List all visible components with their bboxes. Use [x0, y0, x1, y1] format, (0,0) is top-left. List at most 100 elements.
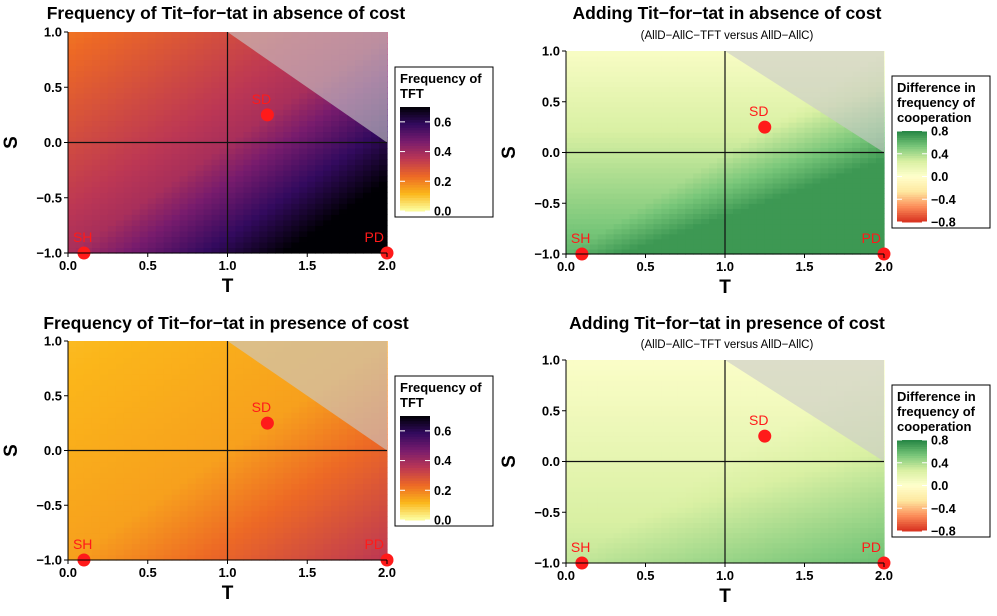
- heatmap-cell: [83, 549, 93, 556]
- heatmap-cell: [187, 461, 197, 468]
- heatmap-cell: [68, 136, 77, 144]
- heatmap-cell: [780, 91, 790, 98]
- heatmap-cell: [613, 86, 623, 93]
- heatmap-cell: [876, 172, 885, 179]
- heatmap-cell: [91, 81, 101, 88]
- heatmap-cell: [211, 120, 221, 127]
- heatmap-cell: [211, 412, 221, 419]
- heatmap-cell: [68, 390, 77, 397]
- heatmap-cell: [315, 488, 324, 495]
- heatmap-cell: [371, 510, 380, 517]
- heatmap-cell: [267, 214, 276, 221]
- heatmap-cell: [251, 466, 260, 473]
- heatmap-cell: [828, 167, 837, 174]
- heatmap-cell: [147, 412, 157, 419]
- heatmap-cell: [613, 122, 623, 128]
- heatmap-cell: [629, 213, 639, 220]
- heatmap-cell: [131, 450, 141, 457]
- heatmap-cell: [804, 111, 814, 118]
- heatmap-cell: [171, 543, 181, 550]
- heatmap-cell: [107, 230, 117, 238]
- heatmap-cell: [83, 148, 93, 155]
- heatmap-cell: [307, 175, 316, 182]
- heatmap-cell: [363, 142, 372, 149]
- heatmap-cell: [163, 461, 173, 468]
- heatmap-cell: [203, 439, 213, 446]
- heatmap-cell: [566, 188, 575, 194]
- heatmap-cell: [371, 488, 380, 495]
- heatmap-cell: [764, 213, 774, 220]
- heatmap-cell: [307, 549, 316, 556]
- legend-swatch: [897, 212, 927, 216]
- heatmap-cell: [267, 488, 276, 495]
- heatmap-cell: [171, 32, 181, 39]
- heatmap-cell: [163, 170, 173, 177]
- heatmap-cell: [732, 137, 742, 143]
- heatmap-cell: [219, 384, 229, 391]
- heatmap-cell: [251, 214, 260, 221]
- heatmap-cell: [299, 219, 308, 226]
- heatmap-cell: [275, 455, 284, 463]
- heatmap-cell: [732, 157, 742, 164]
- heatmap-cell: [99, 401, 109, 408]
- heatmap-cell: [283, 466, 292, 473]
- heatmap-cell: [589, 147, 599, 154]
- heatmap-cell: [860, 198, 869, 204]
- heatmap-cell: [613, 152, 623, 159]
- heatmap-cell: [725, 91, 734, 98]
- heatmap-cell: [219, 450, 229, 457]
- heatmap-cell: [75, 59, 85, 66]
- heatmap-cell: [645, 213, 655, 220]
- heatmap-cell: [139, 439, 149, 446]
- heatmap-cell: [629, 51, 639, 57]
- heatmap-cell: [764, 91, 774, 98]
- heatmap-cell: [203, 148, 213, 155]
- heatmap-cell: [68, 153, 77, 160]
- heatmap-cell: [355, 477, 364, 484]
- heatmap-cell: [131, 423, 141, 430]
- heatmap-cell: [637, 248, 647, 255]
- heatmap-cell: [91, 466, 101, 473]
- heatmap-cell: [171, 527, 181, 534]
- heatmap-cell: [267, 543, 276, 550]
- heatmap-cell: [171, 494, 181, 501]
- heatmap-cell: [219, 428, 229, 435]
- heatmap-cell: [732, 111, 742, 118]
- heatmap-cell: [171, 70, 181, 77]
- heatmap-cell: [68, 48, 77, 55]
- heatmap-cell: [621, 152, 631, 159]
- heatmap-cell: [139, 109, 149, 116]
- legend-swatch: [400, 127, 430, 131]
- heatmap-cell: [211, 186, 221, 193]
- heatmap-cell: [155, 125, 165, 133]
- heatmap-cell: [155, 538, 165, 545]
- heatmap-cell: [243, 505, 253, 512]
- heatmap-cell: [756, 228, 766, 235]
- heatmap-cell: [677, 111, 686, 118]
- heatmap-cell: [227, 549, 237, 556]
- heatmap-cell: [621, 142, 631, 149]
- heatmap-cell: [155, 148, 165, 155]
- heatmap-cell: [780, 122, 790, 128]
- heatmap-cell: [171, 114, 181, 122]
- heatmap-cell: [219, 406, 229, 413]
- heatmap-cell: [211, 59, 221, 66]
- heatmap-cell: [355, 159, 364, 166]
- heatmap-cell: [347, 114, 356, 122]
- heatmap-cell: [645, 152, 655, 159]
- heatmap-cell: [147, 357, 157, 364]
- heatmap-cell: [299, 148, 308, 155]
- heatmap-cell: [605, 122, 615, 128]
- heatmap-cell: [179, 494, 189, 501]
- heatmap-cell: [227, 65, 237, 72]
- heatmap-cell: [573, 233, 583, 240]
- heatmap-cell: [748, 137, 758, 143]
- heatmap-cell: [91, 483, 101, 490]
- heatmap-cell: [139, 346, 149, 353]
- heatmap-cell: [315, 109, 324, 116]
- heatmap-cell: [299, 510, 308, 517]
- heatmap-cell: [347, 423, 356, 430]
- heatmap-cell: [115, 538, 125, 545]
- heatmap-cell: [566, 228, 575, 235]
- heatmap-cell: [709, 248, 718, 255]
